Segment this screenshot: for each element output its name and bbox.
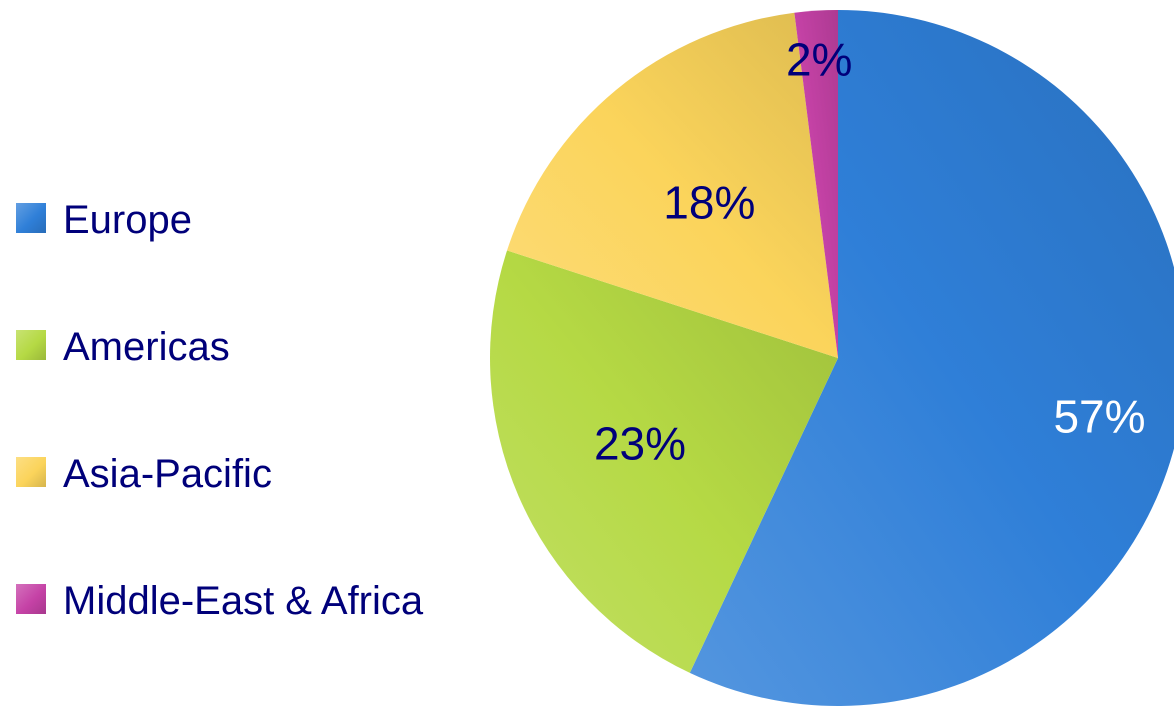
legend-item-asia-pacific: Asia-Pacific xyxy=(16,450,423,577)
legend-item-americas: Americas xyxy=(16,323,423,450)
pie-data-labels: 57% 23% 18% 2% xyxy=(594,33,1146,469)
pie-slice-middle-east-africa xyxy=(794,10,838,358)
legend-swatch-europe xyxy=(16,203,46,233)
legend-swatch-asia-pacific xyxy=(16,457,46,487)
legend-swatch-middle-east-africa xyxy=(16,584,46,614)
pie-slice-europe xyxy=(689,10,1174,706)
pie-slices xyxy=(490,10,1174,706)
pie-slice-asia-pacific xyxy=(507,12,838,359)
legend-label-middle-east-africa: Middle-East & Africa xyxy=(63,579,424,623)
legend-label-asia-pacific: Asia-Pacific xyxy=(63,452,272,496)
legend-label-americas: Americas xyxy=(63,325,230,369)
data-label-middle-east-africa: 2% xyxy=(786,33,852,85)
legend-swatch-americas xyxy=(16,330,46,360)
data-label-asia-pacific: 18% xyxy=(663,176,755,228)
data-label-americas: 23% xyxy=(594,418,686,470)
data-label-europe: 57% xyxy=(1053,390,1145,442)
legend-label-europe: Europe xyxy=(63,198,192,242)
legend-item-middle-east-africa: Middle-East & Africa xyxy=(16,577,423,625)
legend: Europe Americas Asia-Pacific Middle-East… xyxy=(16,196,423,625)
pie-slice-americas xyxy=(490,250,838,673)
legend-item-europe: Europe xyxy=(16,196,423,323)
